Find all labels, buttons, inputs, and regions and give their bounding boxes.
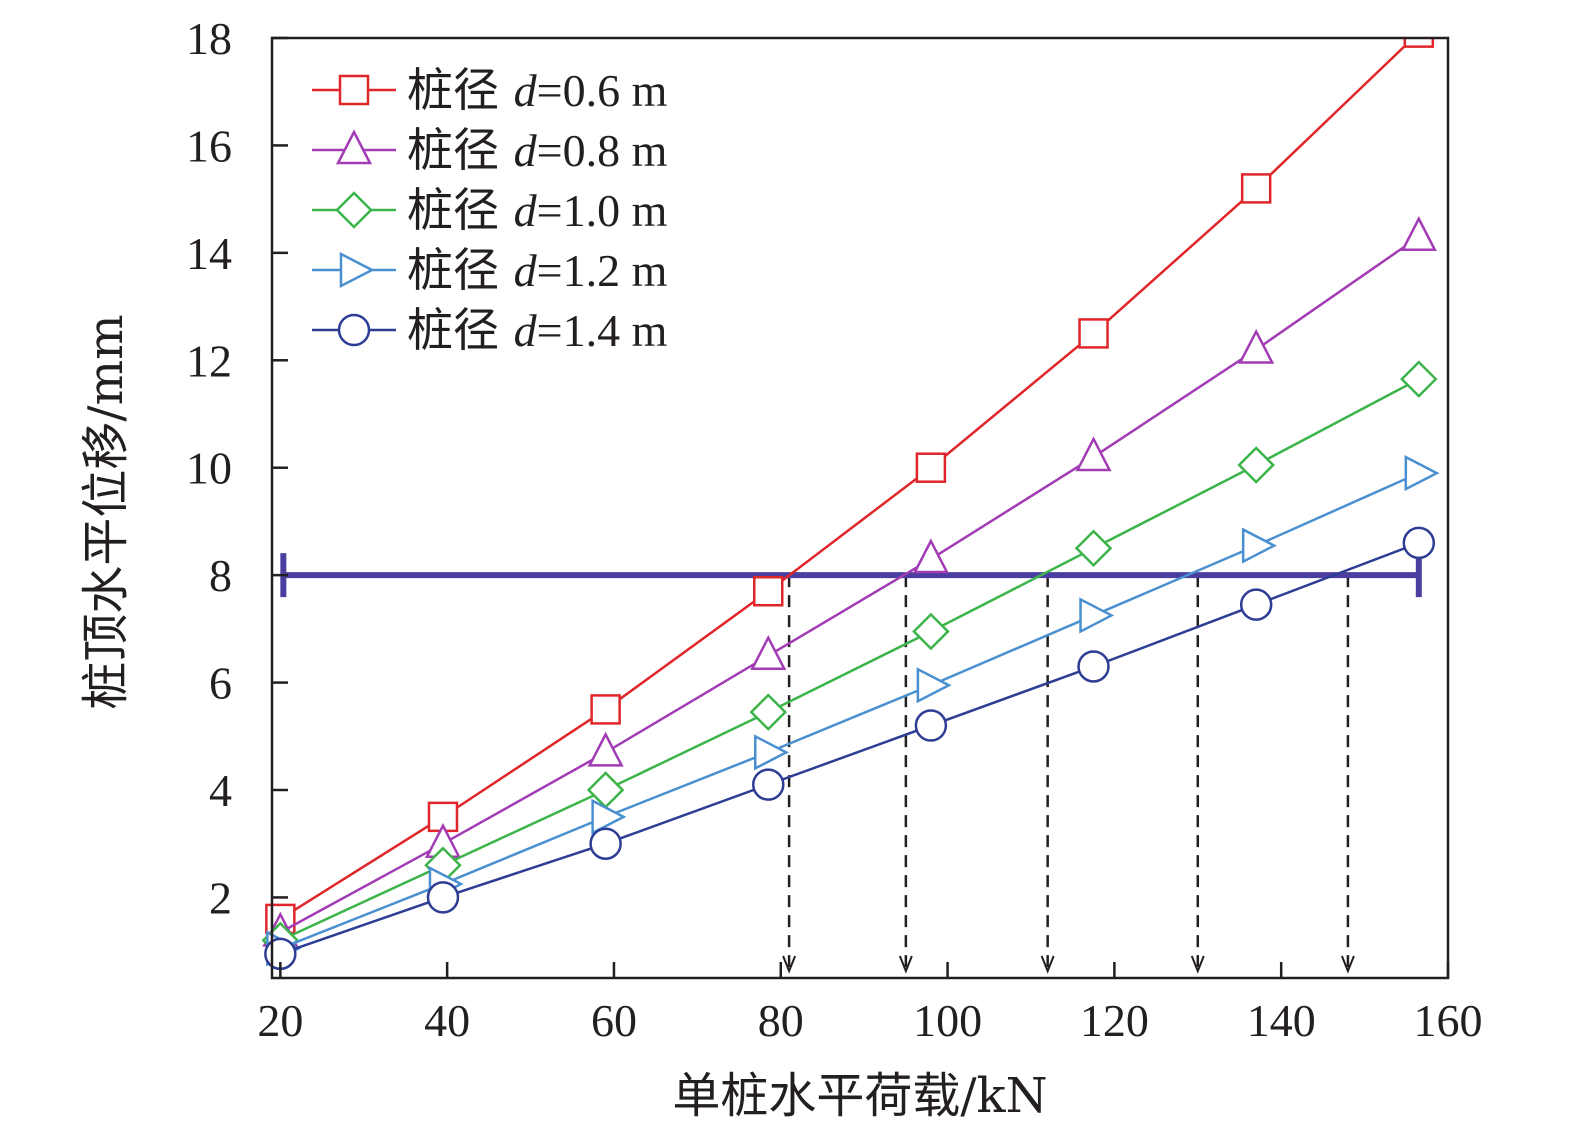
data-point (1403, 38, 1435, 48)
axes: 20 40 60 80 100 120 140 160 2 4 6 8 10 12 14 16 18 (186, 13, 1483, 1046)
drop-line-arrow (782, 955, 797, 974)
series-line (279, 377, 1420, 942)
legend-label-suffix: =0.6 m (537, 65, 668, 116)
data-point (1400, 360, 1438, 398)
drop-line-arrow (1340, 955, 1355, 974)
legend-marker (337, 313, 371, 347)
data-point (587, 731, 624, 767)
x-tick-label: 40 (424, 995, 470, 1046)
data-point (1240, 173, 1272, 204)
data-point (1238, 328, 1275, 364)
legend-label-var: d (514, 65, 538, 116)
x-tick-label: 20 (257, 995, 303, 1046)
y-axis-title: 桩顶水平位移/mm (78, 314, 134, 709)
drop-lines (782, 575, 1355, 974)
data-point (1404, 455, 1440, 492)
legend-label-prefix: 桩径 (407, 243, 514, 297)
data-point (1078, 318, 1109, 349)
legend-label: 桩径 d=1.2 m (407, 243, 668, 297)
series-line (279, 471, 1420, 950)
x-tick-label: 120 (1080, 995, 1149, 1046)
data-point (912, 538, 949, 574)
y-tick-label: 8 (209, 550, 232, 601)
data-point (1077, 650, 1110, 683)
data-point (589, 827, 622, 860)
series-line (279, 235, 1420, 934)
legend-label-prefix: 桩径 (407, 183, 514, 237)
legend-label-prefix: 桩径 (407, 303, 514, 357)
x-tick-label: 140 (1247, 995, 1316, 1046)
y-tick-label: 12 (186, 335, 232, 386)
data-point (915, 452, 947, 483)
y-tick-label: 2 (209, 872, 232, 923)
drop-line-arrow (898, 955, 913, 974)
legend: 桩径 d=0.6 m桩径 d=0.8 m桩径 d=1.0 m桩径 d=1.2 m… (312, 63, 668, 357)
series-line (279, 541, 1420, 956)
legend-label: 桩径 d=0.6 m (407, 63, 668, 117)
x-axis-title: 单桩水平荷载/kN (672, 1068, 1047, 1124)
legend-label-suffix: =0.8 m (537, 125, 668, 176)
y-tick-label: 16 (186, 120, 232, 171)
legend-entry: 桩径 d=1.2 m (312, 243, 668, 297)
data-point (1400, 216, 1437, 251)
legend-label-var: d (514, 305, 538, 356)
series-2 (261, 360, 1438, 960)
y-tick-label: 10 (186, 443, 232, 494)
data-point (426, 881, 460, 914)
data-point (1074, 529, 1113, 568)
data-point (750, 634, 787, 670)
legend-label: 桩径 d=0.8 m (407, 123, 668, 177)
legend-label-suffix: =1.0 m (537, 185, 668, 236)
legend-entry: 桩径 d=1.4 m (312, 303, 668, 357)
data-point (1237, 446, 1275, 484)
data-point (591, 798, 627, 835)
legend-label-var: d (514, 185, 538, 236)
data-point (1079, 597, 1115, 634)
legend-label-prefix: 桩径 (407, 63, 514, 117)
axes-frame (270, 36, 1450, 980)
legend-label-suffix: =1.4 m (537, 305, 668, 356)
data-point (914, 709, 948, 742)
data-point (427, 801, 459, 833)
series-line (279, 38, 1416, 920)
legend-label: 桩径 d=1.0 m (407, 183, 668, 237)
data-point (753, 576, 784, 607)
x-tick-label: 160 (1414, 995, 1483, 1046)
data-point (749, 693, 788, 731)
data-point (752, 768, 785, 801)
data-point (912, 612, 950, 651)
data-point (754, 734, 789, 771)
x-tick-label: 100 (913, 995, 982, 1046)
legend-entry: 桩径 d=1.0 m (312, 183, 668, 237)
y-tick-label: 4 (209, 765, 232, 816)
legend-label-var: d (514, 245, 538, 296)
data-point (590, 694, 621, 725)
drop-line-arrow (1040, 955, 1055, 974)
x-tick-label: 80 (758, 995, 804, 1046)
x-tick-label: 60 (591, 995, 637, 1046)
legend-label-var: d (514, 125, 538, 176)
legend-marker (339, 251, 375, 289)
y-tick-label: 18 (186, 13, 232, 64)
data-point (1075, 436, 1112, 472)
drop-line-arrow (1190, 955, 1205, 974)
legend-label-prefix: 桩径 (407, 123, 514, 177)
series-4 (264, 526, 1436, 971)
data-point (916, 667, 952, 704)
data-point (1241, 527, 1277, 564)
legend-entry: 桩径 d=0.6 m (312, 63, 668, 117)
legend-label-suffix: =1.2 m (537, 245, 668, 296)
data-point (1239, 588, 1273, 621)
legend-marker (338, 74, 370, 106)
legend-marker (335, 129, 373, 165)
y-tick-label: 6 (209, 658, 232, 709)
legend-label: 桩径 d=1.4 m (407, 303, 668, 357)
legend-marker (335, 191, 373, 229)
data-point (1402, 526, 1436, 560)
y-tick-label: 14 (186, 228, 232, 279)
legend-entry: 桩径 d=0.8 m (312, 123, 668, 177)
